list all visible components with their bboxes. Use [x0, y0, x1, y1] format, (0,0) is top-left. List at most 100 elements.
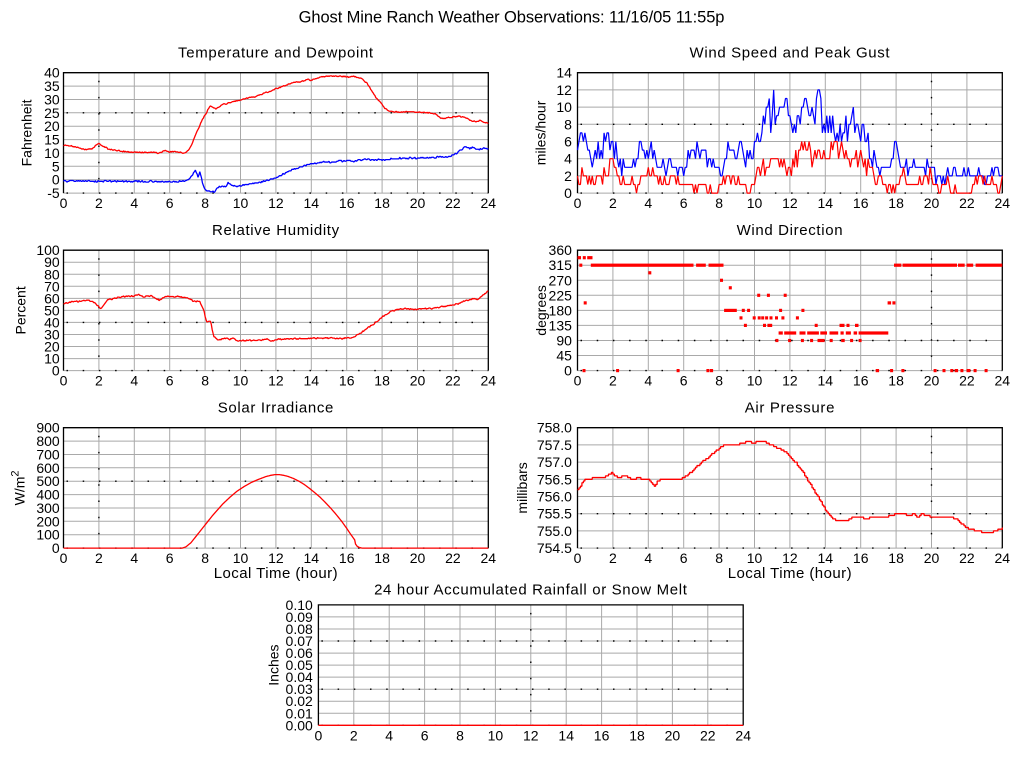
svg-text:755.5: 755.5 [537, 506, 572, 522]
svg-text:758.0: 758.0 [537, 420, 572, 436]
svg-text:14: 14 [818, 373, 834, 389]
svg-text:Local Time (hour): Local Time (hour) [214, 565, 338, 582]
svg-text:30: 30 [44, 327, 60, 343]
svg-text:6: 6 [166, 373, 174, 389]
svg-text:0: 0 [52, 363, 60, 379]
svg-text:Percent: Percent [13, 286, 29, 334]
svg-text:18: 18 [374, 550, 390, 566]
svg-text:0: 0 [574, 373, 582, 389]
svg-text:2: 2 [609, 550, 617, 566]
svg-text:10: 10 [488, 727, 504, 743]
svg-text:900: 900 [36, 420, 60, 436]
svg-text:2: 2 [609, 373, 617, 389]
svg-text:10: 10 [556, 99, 572, 115]
svg-text:14: 14 [818, 550, 834, 566]
svg-text:6: 6 [421, 727, 429, 743]
svg-text:4: 4 [644, 373, 652, 389]
svg-text:400: 400 [36, 487, 60, 503]
svg-text:8: 8 [715, 373, 723, 389]
svg-text:5: 5 [52, 158, 60, 174]
svg-text:0: 0 [564, 363, 572, 379]
svg-text:200: 200 [36, 513, 60, 529]
svg-text:2: 2 [350, 727, 358, 743]
svg-text:16: 16 [339, 373, 355, 389]
svg-text:24: 24 [995, 195, 1011, 211]
svg-text:4: 4 [564, 151, 572, 167]
svg-text:18: 18 [629, 727, 645, 743]
svg-text:756.5: 756.5 [537, 471, 572, 487]
svg-text:0.10: 0.10 [286, 597, 313, 613]
svg-text:8: 8 [201, 195, 209, 211]
svg-text:225: 225 [549, 287, 573, 303]
svg-text:12: 12 [782, 373, 798, 389]
svg-text:6: 6 [166, 195, 174, 211]
svg-text:18: 18 [888, 550, 904, 566]
svg-text:16: 16 [853, 373, 869, 389]
svg-text:4: 4 [130, 373, 138, 389]
svg-text:millibars: millibars [514, 462, 530, 513]
svg-text:22: 22 [445, 373, 461, 389]
svg-text:45: 45 [556, 348, 572, 364]
svg-text:14: 14 [556, 65, 572, 81]
svg-text:90: 90 [556, 333, 572, 349]
svg-text:0.03: 0.03 [286, 681, 313, 697]
svg-text:16: 16 [339, 550, 355, 566]
svg-text:0: 0 [564, 185, 572, 201]
svg-text:8: 8 [201, 550, 209, 566]
svg-text:0: 0 [315, 727, 323, 743]
svg-text:16: 16 [594, 727, 610, 743]
svg-text:8: 8 [564, 116, 572, 132]
svg-text:22: 22 [959, 195, 975, 211]
svg-text:6: 6 [680, 550, 688, 566]
svg-text:25: 25 [44, 105, 60, 121]
svg-text:22: 22 [959, 550, 975, 566]
svg-text:8: 8 [201, 373, 209, 389]
svg-text:180: 180 [549, 302, 573, 318]
svg-text:12: 12 [268, 195, 284, 211]
svg-text:4: 4 [130, 550, 138, 566]
svg-text:14: 14 [304, 195, 320, 211]
svg-text:Wind Speed and Peak Gust: Wind Speed and Peak Gust [690, 45, 891, 62]
svg-text:14: 14 [304, 373, 320, 389]
svg-text:W/m2: W/m2 [10, 470, 28, 505]
svg-text:Air Pressure: Air Pressure [745, 400, 835, 417]
svg-text:300: 300 [36, 500, 60, 516]
svg-text:22: 22 [445, 550, 461, 566]
svg-text:757.0: 757.0 [537, 454, 572, 470]
svg-text:12: 12 [782, 195, 798, 211]
svg-text:2: 2 [564, 168, 572, 184]
svg-text:754.5: 754.5 [537, 540, 572, 556]
svg-text:700: 700 [36, 447, 60, 463]
svg-text:100: 100 [36, 527, 60, 543]
svg-text:18: 18 [374, 373, 390, 389]
svg-text:Ghost Mine Ranch Weather Obser: Ghost Mine Ranch Weather Observations: 1… [299, 8, 725, 26]
svg-text:24: 24 [481, 550, 497, 566]
svg-text:10: 10 [233, 195, 249, 211]
svg-text:14: 14 [304, 550, 320, 566]
svg-text:12: 12 [268, 550, 284, 566]
svg-text:4: 4 [644, 195, 652, 211]
svg-text:12: 12 [782, 550, 798, 566]
svg-text:6: 6 [564, 134, 572, 150]
svg-text:756.0: 756.0 [537, 489, 572, 505]
svg-text:24: 24 [481, 195, 497, 211]
svg-text:12: 12 [268, 373, 284, 389]
svg-text:24: 24 [995, 550, 1011, 566]
svg-text:0.02: 0.02 [286, 693, 313, 709]
svg-text:24: 24 [735, 727, 751, 743]
svg-text:80: 80 [44, 266, 60, 282]
svg-text:10: 10 [233, 373, 249, 389]
svg-text:6: 6 [680, 373, 688, 389]
svg-text:8: 8 [456, 727, 464, 743]
svg-text:35: 35 [44, 78, 60, 94]
svg-text:8: 8 [715, 195, 723, 211]
svg-text:Fahrenheit: Fahrenheit [19, 99, 35, 166]
svg-text:0: 0 [60, 550, 68, 566]
svg-text:60: 60 [44, 290, 60, 306]
svg-text:0.06: 0.06 [286, 645, 313, 661]
svg-text:24 hour Accumulated Rainfall o: 24 hour Accumulated Rainfall or Snow Mel… [374, 581, 688, 598]
svg-text:-5: -5 [47, 185, 60, 201]
svg-text:70: 70 [44, 278, 60, 294]
svg-text:degrees: degrees [533, 285, 549, 336]
svg-text:0: 0 [574, 195, 582, 211]
